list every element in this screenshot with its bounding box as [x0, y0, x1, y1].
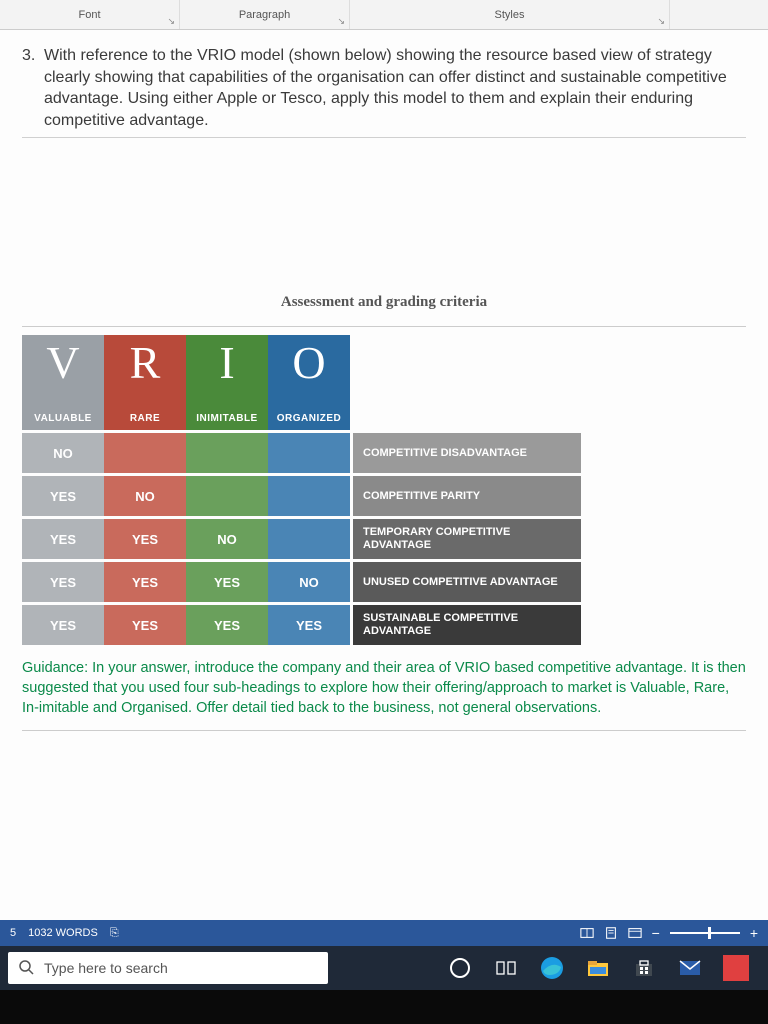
vrio-cell: YES: [22, 476, 104, 516]
vrio-header-cell: R RARE: [104, 335, 186, 430]
vrio-row: YESYESNOTEMPORARY COMPETITIVE ADVANTAGE: [22, 519, 746, 559]
horizontal-rule: [22, 137, 746, 138]
vrio-outcome: SUSTAINABLE COMPETITIVE ADVANTAGE: [353, 605, 581, 645]
vrio-cell: YES: [22, 519, 104, 559]
vrio-letter: I: [219, 340, 234, 386]
ribbon-group-paragraph[interactable]: Paragraph ↘: [180, 0, 350, 29]
vrio-letter: R: [130, 340, 161, 386]
vrio-cell: NO: [104, 476, 186, 516]
vrio-cell: [186, 433, 268, 473]
vrio-outcome: COMPETITIVE DISADVANTAGE: [353, 433, 581, 473]
vrio-outcome: COMPETITIVE PARITY: [353, 476, 581, 516]
mail-icon[interactable]: [670, 948, 710, 988]
vrio-word: ORGANIZED: [277, 413, 342, 424]
taskbar-icons: [440, 948, 760, 988]
screen: Font ↘ Paragraph ↘ Styles ↘ 3. With refe…: [0, 0, 768, 990]
vrio-row: NO COMPETITIVE DISADVANTAGE: [22, 433, 746, 473]
vrio-cell: YES: [268, 605, 350, 645]
vrio-row: YESNO COMPETITIVE PARITY: [22, 476, 746, 516]
monitor-bezel: [0, 990, 768, 1024]
windows-taskbar: Type here to search: [0, 946, 768, 990]
word-count[interactable]: 1032 WORDS: [28, 927, 98, 939]
question-number: 3.: [22, 45, 44, 131]
ribbon-group-label: Paragraph: [231, 9, 298, 21]
vrio-cell: [104, 433, 186, 473]
vrio-cell: YES: [186, 562, 268, 602]
vrio-cell: [268, 433, 350, 473]
vrio-letter: O: [292, 340, 325, 386]
file-explorer-icon[interactable]: [578, 948, 618, 988]
print-layout-icon[interactable]: [604, 926, 618, 940]
vrio-cell: NO: [268, 562, 350, 602]
word-status-bar: 5 1032 WORDS ⎘ − +: [0, 920, 768, 946]
zoom-out-button[interactable]: −: [652, 925, 660, 941]
ribbon-group-label: Font: [70, 9, 108, 21]
vrio-cell: YES: [104, 519, 186, 559]
vrio-header-row: V VALUABLE R RARE I INIMITABLE O ORGANIZED: [22, 335, 746, 430]
question-paragraph: 3. With reference to the VRIO model (sho…: [22, 45, 746, 131]
vrio-cell: YES: [104, 605, 186, 645]
ribbon-group-label: Styles: [487, 9, 533, 21]
page-indicator[interactable]: 5: [10, 927, 16, 939]
vrio-row: YESYESYESYESSUSTAINABLE COMPETITIVE ADVA…: [22, 605, 746, 645]
search-placeholder: Type here to search: [44, 960, 168, 976]
vrio-cell: YES: [186, 605, 268, 645]
dialog-launcher-icon[interactable]: ↘: [657, 16, 665, 27]
app-icon[interactable]: [716, 948, 756, 988]
zoom-slider[interactable]: [670, 932, 740, 934]
blank-space: [22, 144, 746, 294]
assessment-heading: Assessment and grading criteria: [22, 294, 746, 311]
vrio-outcome: TEMPORARY COMPETITIVE ADVANTAGE: [353, 519, 581, 559]
vrio-letter: V: [46, 340, 79, 386]
taskbar-search[interactable]: Type here to search: [8, 952, 328, 984]
question-text: With reference to the VRIO model (shown …: [44, 45, 746, 131]
dialog-launcher-icon[interactable]: ↘: [167, 16, 175, 27]
vrio-cell: YES: [22, 562, 104, 602]
microsoft-store-icon[interactable]: [624, 948, 664, 988]
vrio-model-figure: V VALUABLE R RARE I INIMITABLE O ORGANIZED NO CO…: [22, 326, 746, 731]
vrio-word: VALUABLE: [34, 413, 92, 424]
proofing-icon[interactable]: ⎘: [110, 927, 119, 940]
guidance-text: Guidance: In your answer, introduce the …: [22, 659, 746, 718]
vrio-data-rows: NOCOMPETITIVE DISADVANTAGEYESNOCOMPETITI…: [22, 433, 746, 645]
vrio-header-cell: I INIMITABLE: [186, 335, 268, 430]
vrio-word: RARE: [130, 413, 160, 424]
vrio-cell: [268, 476, 350, 516]
ribbon-group-font[interactable]: Font ↘: [0, 0, 180, 29]
document-page[interactable]: 3. With reference to the VRIO model (sho…: [0, 30, 768, 920]
edge-icon[interactable]: [532, 948, 572, 988]
ribbon-group-styles[interactable]: Styles ↘: [350, 0, 670, 29]
vrio-cell: NO: [186, 519, 268, 559]
vrio-outcome: UNUSED COMPETITIVE ADVANTAGE: [353, 562, 581, 602]
search-icon: [18, 959, 34, 978]
vrio-cell: YES: [22, 605, 104, 645]
dialog-launcher-icon[interactable]: ↘: [337, 16, 345, 27]
vrio-word: INIMITABLE: [196, 413, 257, 424]
vrio-header-cell: V VALUABLE: [22, 335, 104, 430]
word-ribbon: Font ↘ Paragraph ↘ Styles ↘: [0, 0, 768, 30]
vrio-cell: [268, 519, 350, 559]
vrio-cell: YES: [104, 562, 186, 602]
vrio-cell: [186, 476, 268, 516]
task-view-icon[interactable]: [486, 948, 526, 988]
cortana-icon[interactable]: [440, 948, 480, 988]
zoom-in-button[interactable]: +: [750, 925, 758, 941]
web-layout-icon[interactable]: [628, 926, 642, 940]
read-mode-icon[interactable]: [580, 926, 594, 940]
vrio-header-cell: O ORGANIZED: [268, 335, 350, 430]
vrio-row: YESYESYESNOUNUSED COMPETITIVE ADVANTAGE: [22, 562, 746, 602]
vrio-cell: NO: [22, 433, 104, 473]
